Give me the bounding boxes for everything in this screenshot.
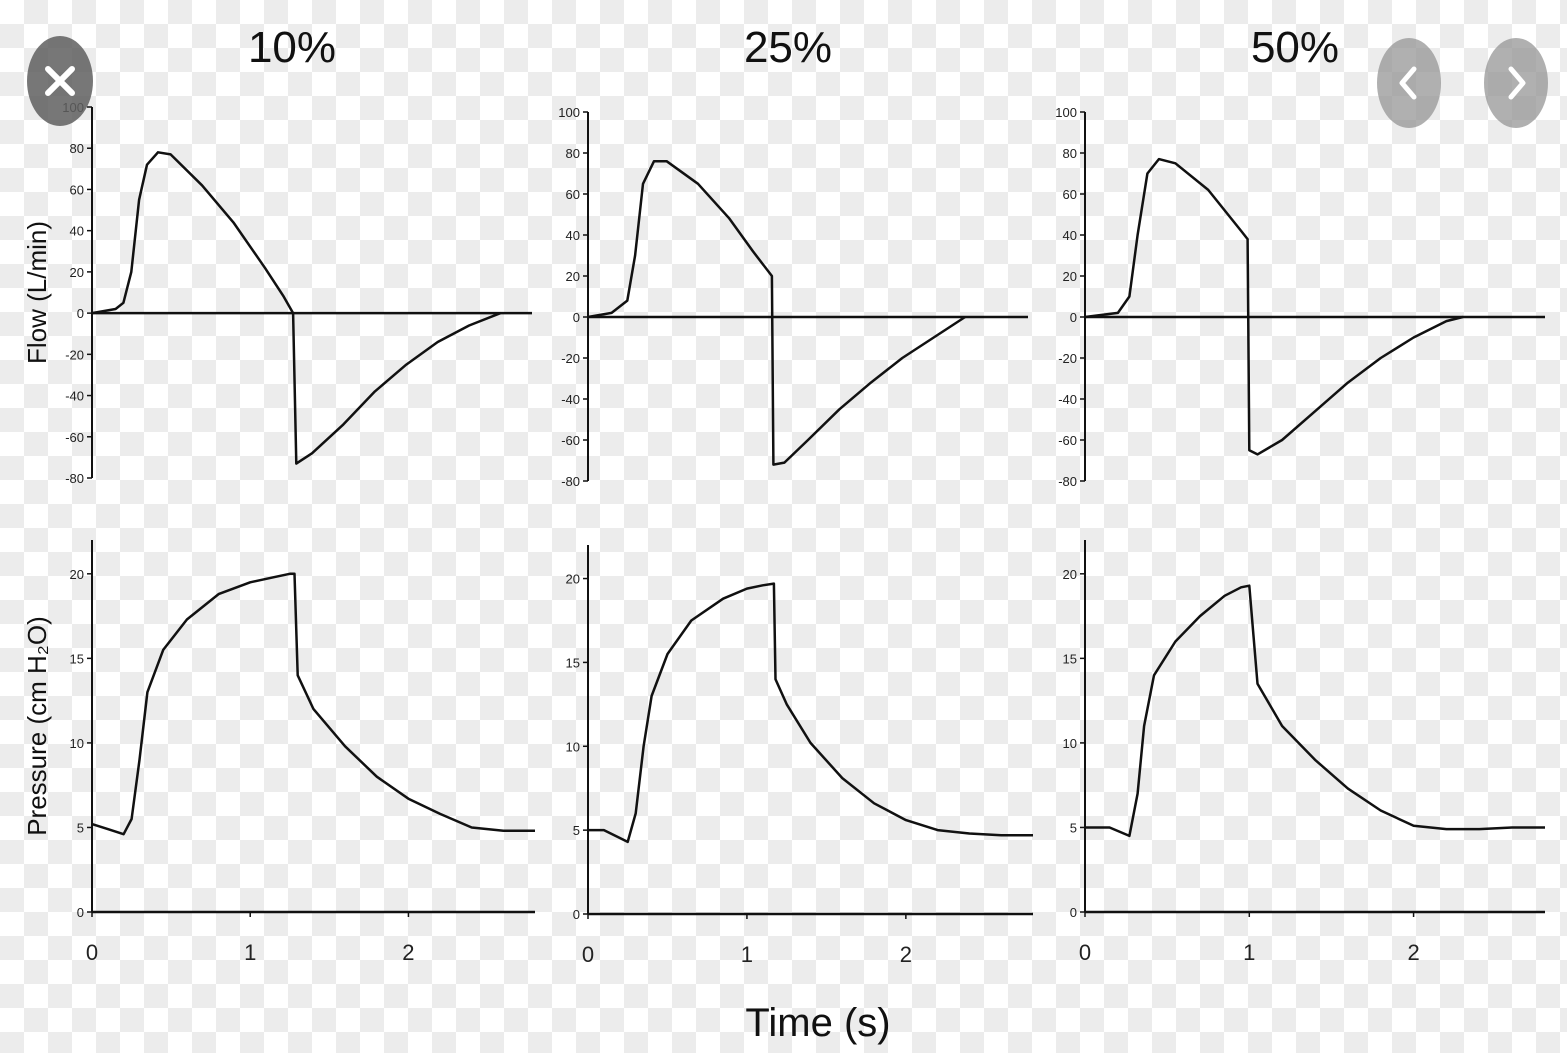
panel-4-xtick-label: 0 — [582, 942, 594, 967]
panel-0-ytick-label: -60 — [65, 430, 84, 445]
panel-0-title: 10% — [248, 23, 336, 72]
panel-3-xtick-label: 1 — [244, 940, 256, 965]
panel-3-ylabel: Pressure (cm H₂O) — [22, 616, 52, 836]
panel-0-ytick-label: 80 — [70, 141, 84, 156]
panel-0-ytick-label: 60 — [70, 182, 84, 197]
panel-5-ytick-label: 5 — [1070, 820, 1077, 835]
panel-4-ytick-label: 10 — [566, 739, 580, 754]
panel-5-xtick-label: 0 — [1079, 940, 1091, 965]
panel-2-ytick-label: 100 — [1055, 105, 1077, 120]
panel-4-xtick-label: 1 — [741, 942, 753, 967]
panel-2-ytick-label: 40 — [1063, 228, 1077, 243]
panel-1-ytick-label: 100 — [558, 105, 580, 120]
panel-3-xtick-label: 2 — [402, 940, 414, 965]
panel-1-ytick-label: 0 — [573, 310, 580, 325]
panel-2-ytick-label: -60 — [1058, 433, 1077, 448]
panel-5-xlabel: Time (s) — [745, 1001, 890, 1045]
panel-5-xtick-label: 2 — [1407, 940, 1419, 965]
chevron-right-icon — [1501, 63, 1531, 103]
panel-2-ytick-label: -20 — [1058, 351, 1077, 366]
panel-1-ytick-label: 20 — [566, 269, 580, 284]
panel-3-ytick-label: 15 — [70, 651, 84, 666]
panel-2-ytick-label: -80 — [1058, 474, 1077, 489]
panel-4-ytick-label: 15 — [566, 655, 580, 670]
panel-1-ytick-label: 60 — [566, 187, 580, 202]
panel-1-series-line — [587, 159, 966, 466]
panel-3-ytick-label: 10 — [70, 736, 84, 751]
panel-3-xtick-label: 0 — [86, 940, 98, 965]
panel-0-ytick-label: 0 — [77, 306, 84, 321]
prev-button[interactable] — [1377, 38, 1441, 128]
panel-2-ytick-label: 80 — [1063, 146, 1077, 161]
next-button[interactable] — [1484, 38, 1548, 128]
panel-1-title: 25% — [744, 23, 832, 72]
panel-4-series-line — [588, 582, 1033, 844]
panel-3-ytick-label: 5 — [77, 820, 84, 835]
panel-2-series-line — [1084, 157, 1464, 456]
close-button[interactable] — [27, 36, 93, 126]
panel-5-ytick-label: 10 — [1063, 736, 1077, 751]
panel-4-ytick-label: 5 — [573, 823, 580, 838]
panel-5-series-line — [1085, 584, 1545, 838]
panel-0-ytick-label: -80 — [65, 471, 84, 486]
panel-3-ytick-label: 0 — [77, 905, 84, 920]
panel-5-ytick-label: 20 — [1063, 567, 1077, 582]
panel-5-xtick-label: 1 — [1243, 940, 1255, 965]
panel-0-ylabel: Flow (L/min) — [22, 221, 52, 364]
panel-2-ytick-label: 0 — [1070, 310, 1077, 325]
panel-0-series-line — [91, 151, 502, 465]
panel-4-ytick-label: 0 — [573, 907, 580, 922]
panel-4-xtick-label: 2 — [900, 942, 912, 967]
close-icon — [40, 61, 80, 101]
panel-2-ytick-label: 20 — [1063, 269, 1077, 284]
panel-1-ytick-label: -40 — [561, 392, 580, 407]
panel-4-ytick-label: 20 — [566, 572, 580, 587]
panel-3-ytick-label: 20 — [70, 567, 84, 582]
panel-2-ytick-label: -40 — [1058, 392, 1077, 407]
panel-1-ytick-label: -80 — [561, 474, 580, 489]
panel-0-ytick-label: -40 — [65, 389, 84, 404]
panel-3-series-line — [91, 572, 535, 836]
chevron-left-icon — [1394, 63, 1424, 103]
panel-0-ytick-label: 40 — [70, 224, 84, 239]
panel-2-ytick-label: 60 — [1063, 187, 1077, 202]
panel-1-ytick-label: 40 — [566, 228, 580, 243]
panel-5-ytick-label: 15 — [1063, 651, 1077, 666]
panel-2-title: 50% — [1251, 23, 1339, 72]
panel-5-ytick-label: 0 — [1070, 905, 1077, 920]
panel-1-ytick-label: 80 — [566, 146, 580, 161]
panel-0-ytick-label: 20 — [70, 265, 84, 280]
panel-0-ytick-label: -20 — [65, 347, 84, 362]
panel-1-ytick-label: -20 — [561, 351, 580, 366]
panel-1-ytick-label: -60 — [561, 433, 580, 448]
